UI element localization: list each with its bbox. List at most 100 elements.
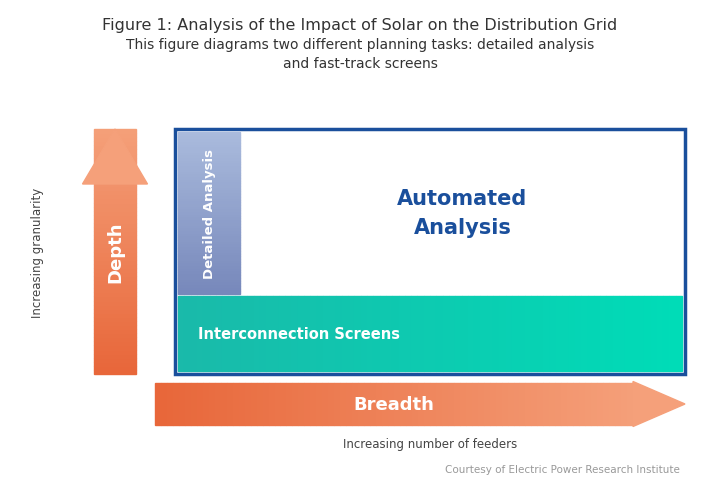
- Bar: [675, 296, 682, 371]
- Bar: [334, 383, 341, 425]
- Text: Depth: Depth: [106, 221, 124, 283]
- Bar: [178, 265, 240, 268]
- Bar: [94, 240, 136, 244]
- Bar: [329, 296, 336, 371]
- Bar: [613, 296, 619, 371]
- Bar: [526, 383, 531, 425]
- Bar: [625, 296, 631, 371]
- Bar: [480, 296, 487, 371]
- Bar: [241, 296, 247, 371]
- Bar: [178, 206, 240, 208]
- Bar: [442, 383, 448, 425]
- Bar: [298, 383, 305, 425]
- Bar: [155, 383, 161, 425]
- Bar: [94, 191, 136, 195]
- Bar: [508, 383, 513, 425]
- Bar: [178, 208, 240, 211]
- Bar: [316, 383, 323, 425]
- Bar: [581, 296, 588, 371]
- Bar: [657, 296, 663, 371]
- Bar: [512, 296, 518, 371]
- Bar: [591, 383, 597, 425]
- Bar: [94, 333, 136, 337]
- Bar: [505, 296, 512, 371]
- Bar: [222, 296, 228, 371]
- Bar: [94, 281, 136, 285]
- Bar: [94, 260, 136, 264]
- Bar: [567, 383, 573, 425]
- Bar: [94, 215, 136, 219]
- Bar: [178, 281, 240, 284]
- Bar: [336, 296, 342, 371]
- Bar: [221, 383, 227, 425]
- Bar: [460, 383, 466, 425]
- Bar: [400, 383, 406, 425]
- Bar: [94, 293, 136, 297]
- Bar: [524, 296, 531, 371]
- Bar: [342, 296, 348, 371]
- Bar: [178, 241, 240, 243]
- Bar: [279, 296, 285, 371]
- Bar: [615, 383, 621, 425]
- Bar: [627, 383, 633, 425]
- Bar: [499, 296, 505, 371]
- Bar: [94, 166, 136, 170]
- Bar: [418, 383, 424, 425]
- Bar: [178, 230, 240, 232]
- Bar: [178, 262, 240, 265]
- Bar: [94, 350, 136, 354]
- Bar: [585, 383, 591, 425]
- Bar: [487, 296, 493, 371]
- Bar: [94, 301, 136, 305]
- Bar: [376, 383, 382, 425]
- Bar: [94, 182, 136, 187]
- Bar: [379, 296, 386, 371]
- Polygon shape: [633, 382, 685, 426]
- Polygon shape: [83, 130, 148, 184]
- Bar: [317, 296, 323, 371]
- Bar: [323, 383, 328, 425]
- Bar: [352, 383, 358, 425]
- Bar: [94, 252, 136, 256]
- Bar: [323, 296, 329, 371]
- Bar: [253, 296, 260, 371]
- Bar: [178, 138, 240, 141]
- Bar: [449, 296, 455, 371]
- Bar: [184, 296, 191, 371]
- Bar: [663, 296, 670, 371]
- Bar: [94, 330, 136, 333]
- Bar: [94, 354, 136, 358]
- Bar: [179, 383, 185, 425]
- Text: Breadth: Breadth: [354, 395, 434, 413]
- Bar: [94, 158, 136, 162]
- Bar: [370, 383, 376, 425]
- Bar: [178, 181, 240, 184]
- Text: Interconnection Screens: Interconnection Screens: [198, 326, 400, 341]
- Bar: [466, 383, 472, 425]
- Bar: [513, 383, 519, 425]
- Bar: [178, 254, 240, 257]
- Bar: [394, 383, 400, 425]
- Bar: [386, 296, 392, 371]
- Bar: [430, 296, 436, 371]
- Bar: [178, 273, 240, 275]
- Bar: [178, 249, 240, 251]
- Bar: [436, 383, 442, 425]
- Bar: [178, 154, 240, 157]
- Bar: [178, 213, 240, 216]
- Bar: [94, 236, 136, 240]
- Bar: [191, 296, 197, 371]
- Bar: [178, 296, 184, 371]
- Bar: [178, 284, 240, 287]
- Bar: [454, 383, 460, 425]
- Bar: [178, 246, 240, 249]
- Bar: [178, 197, 240, 200]
- Bar: [398, 296, 405, 371]
- Bar: [178, 289, 240, 292]
- Bar: [178, 136, 240, 138]
- Bar: [305, 383, 310, 425]
- Bar: [94, 268, 136, 272]
- Bar: [227, 383, 233, 425]
- Bar: [94, 366, 136, 370]
- Bar: [94, 224, 136, 227]
